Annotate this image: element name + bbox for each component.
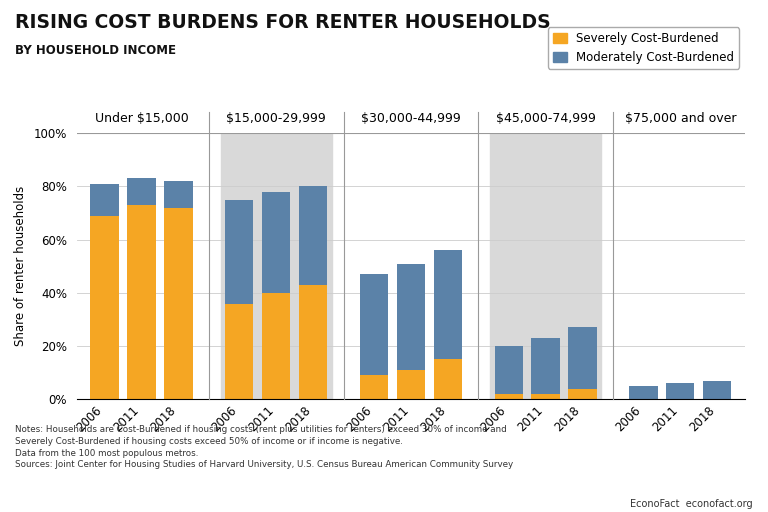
Bar: [531, 394, 560, 399]
Bar: [703, 381, 731, 399]
Bar: [91, 216, 118, 399]
Text: EconoFact  econofact.org: EconoFact econofact.org: [630, 499, 753, 509]
Bar: [220, 133, 332, 399]
Bar: [299, 285, 327, 399]
Legend: Severely Cost-Burdened, Moderately Cost-Burdened: Severely Cost-Burdened, Moderately Cost-…: [548, 27, 739, 69]
Y-axis label: Share of renter households: Share of renter households: [14, 186, 27, 346]
Bar: [397, 370, 425, 399]
Bar: [434, 250, 462, 359]
Bar: [225, 304, 253, 399]
Bar: [531, 338, 560, 394]
Bar: [568, 389, 597, 399]
Text: $75,000 and over: $75,000 and over: [624, 112, 736, 125]
Bar: [360, 375, 388, 399]
Bar: [164, 181, 193, 208]
Bar: [262, 191, 290, 293]
Bar: [262, 293, 290, 399]
Bar: [360, 274, 388, 375]
Bar: [568, 328, 597, 389]
Bar: [397, 264, 425, 370]
Bar: [434, 359, 462, 399]
Bar: [299, 186, 327, 285]
Bar: [490, 133, 601, 399]
Bar: [225, 200, 253, 304]
Text: $15,000-29,999: $15,000-29,999: [227, 112, 326, 125]
Bar: [91, 184, 118, 216]
Text: Under $15,000: Under $15,000: [94, 112, 188, 125]
Bar: [495, 346, 523, 394]
Bar: [164, 208, 193, 399]
Bar: [666, 383, 694, 399]
Bar: [629, 386, 657, 399]
Text: $30,000-44,999: $30,000-44,999: [361, 112, 461, 125]
Text: $45,000-74,999: $45,000-74,999: [495, 112, 595, 125]
Text: Notes: Households are Cost-Burdened if housing costs (rent plus utilities for re: Notes: Households are Cost-Burdened if h…: [15, 425, 514, 470]
Bar: [127, 178, 156, 205]
Bar: [495, 394, 523, 399]
Text: RISING COST BURDENS FOR RENTER HOUSEHOLDS: RISING COST BURDENS FOR RENTER HOUSEHOLD…: [15, 13, 551, 32]
Bar: [127, 205, 156, 399]
Text: BY HOUSEHOLD INCOME: BY HOUSEHOLD INCOME: [15, 44, 177, 56]
